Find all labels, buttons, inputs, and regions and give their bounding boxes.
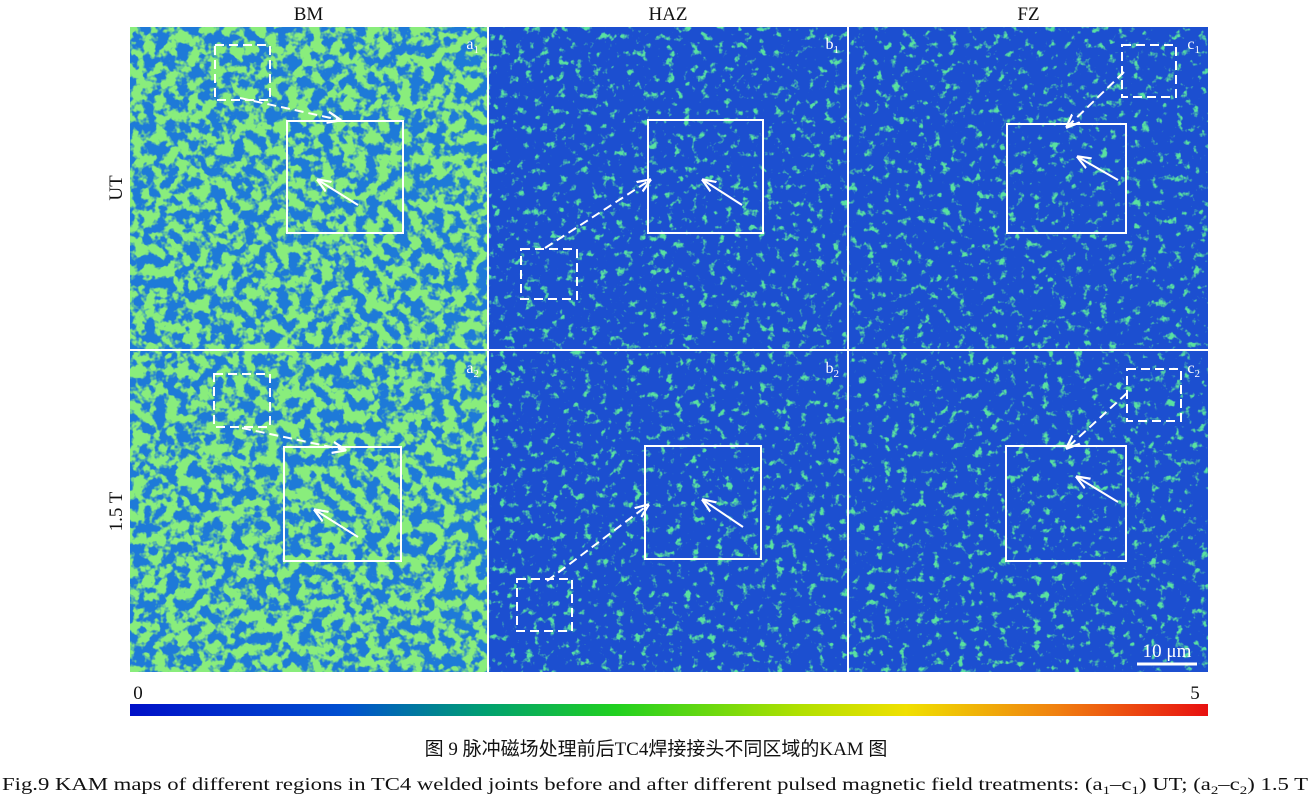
zoom-arrow <box>544 180 650 249</box>
row-label: UT <box>106 175 127 201</box>
panel-label: b2 <box>826 360 840 380</box>
row-label: 1.5 T <box>106 491 127 531</box>
panel-subscript: 2 <box>1195 368 1201 380</box>
zoom-region <box>213 373 271 428</box>
caption-en: Fig.9 KAM maps of different regions in T… <box>2 774 1308 797</box>
zoom-region <box>516 578 573 632</box>
pointer-arrow <box>318 180 359 206</box>
inset <box>647 119 764 234</box>
zoom-region <box>520 248 578 300</box>
column-header: FZ <box>1017 4 1039 25</box>
caption-text: –c <box>1217 774 1240 794</box>
zoom-arrow <box>239 97 340 120</box>
panel-label: c1 <box>1187 36 1200 56</box>
caption-text: –c <box>1109 774 1132 794</box>
panel-subscript: 2 <box>474 368 480 380</box>
kam-texture <box>489 27 847 349</box>
panel-subscript: 2 <box>834 368 840 380</box>
inset <box>286 120 404 234</box>
panel-label: a1 <box>466 36 479 56</box>
kam-texture <box>849 351 1208 672</box>
zoom-arrow <box>546 505 648 582</box>
pointer-arrow <box>703 180 743 206</box>
pointer-arrow <box>315 510 359 538</box>
panel-letter: a <box>466 36 473 53</box>
kam-texture <box>130 27 487 349</box>
caption-cn: 图 9 脉冲磁场处理前后TC4焊接接头不同区域的KAM 图 <box>425 738 888 760</box>
panel-label: b1 <box>826 36 840 56</box>
column-header: BM <box>294 4 324 25</box>
zoom-region <box>1126 368 1182 422</box>
pointer-arrow <box>1077 477 1119 503</box>
panel-label: c2 <box>1187 360 1200 380</box>
column-header: HAZ <box>648 4 687 25</box>
colorbar-min: 0 <box>133 683 143 704</box>
panel-letter: a <box>466 360 473 377</box>
panel-subscript: 1 <box>474 44 480 56</box>
zoom-region <box>1121 44 1177 98</box>
caption-subscript: 2 <box>1240 783 1247 797</box>
zoom-arrow <box>241 427 345 450</box>
colorbar <box>130 704 1208 716</box>
scale-bar-label: 10 μm <box>1143 641 1192 662</box>
caption-text: Fig.9 KAM maps of different regions in T… <box>2 774 1103 795</box>
panel-subscript: 1 <box>1195 44 1201 56</box>
caption-text: ) 1.5 T <box>1247 774 1308 795</box>
panel-letter: c <box>1187 36 1194 53</box>
caption-subscript: 2 <box>1211 783 1218 797</box>
caption-subscript: 1 <box>1103 783 1110 797</box>
kam-texture <box>130 351 487 672</box>
panel-letter: b <box>826 36 834 53</box>
pointer-arrow <box>1078 157 1119 181</box>
colorbar-max: 5 <box>1190 683 1200 704</box>
panel-letter: b <box>826 360 834 377</box>
panel-label: a2 <box>466 360 479 380</box>
panel-subscript: 1 <box>834 44 840 56</box>
pointer-arrow <box>703 500 744 528</box>
caption-subscript: 1 <box>1132 783 1139 797</box>
panel-letter: c <box>1187 360 1194 377</box>
kam-texture <box>489 351 847 672</box>
caption-text: ) UT; (a <box>1139 774 1211 795</box>
kam-texture <box>849 27 1208 349</box>
